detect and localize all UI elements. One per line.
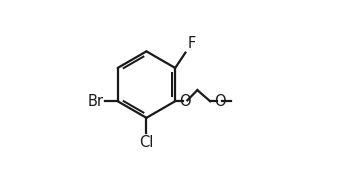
Text: O: O: [214, 94, 225, 109]
Text: Cl: Cl: [139, 135, 153, 150]
Text: Br: Br: [87, 94, 104, 109]
Text: F: F: [188, 36, 196, 51]
Text: O: O: [179, 94, 190, 109]
